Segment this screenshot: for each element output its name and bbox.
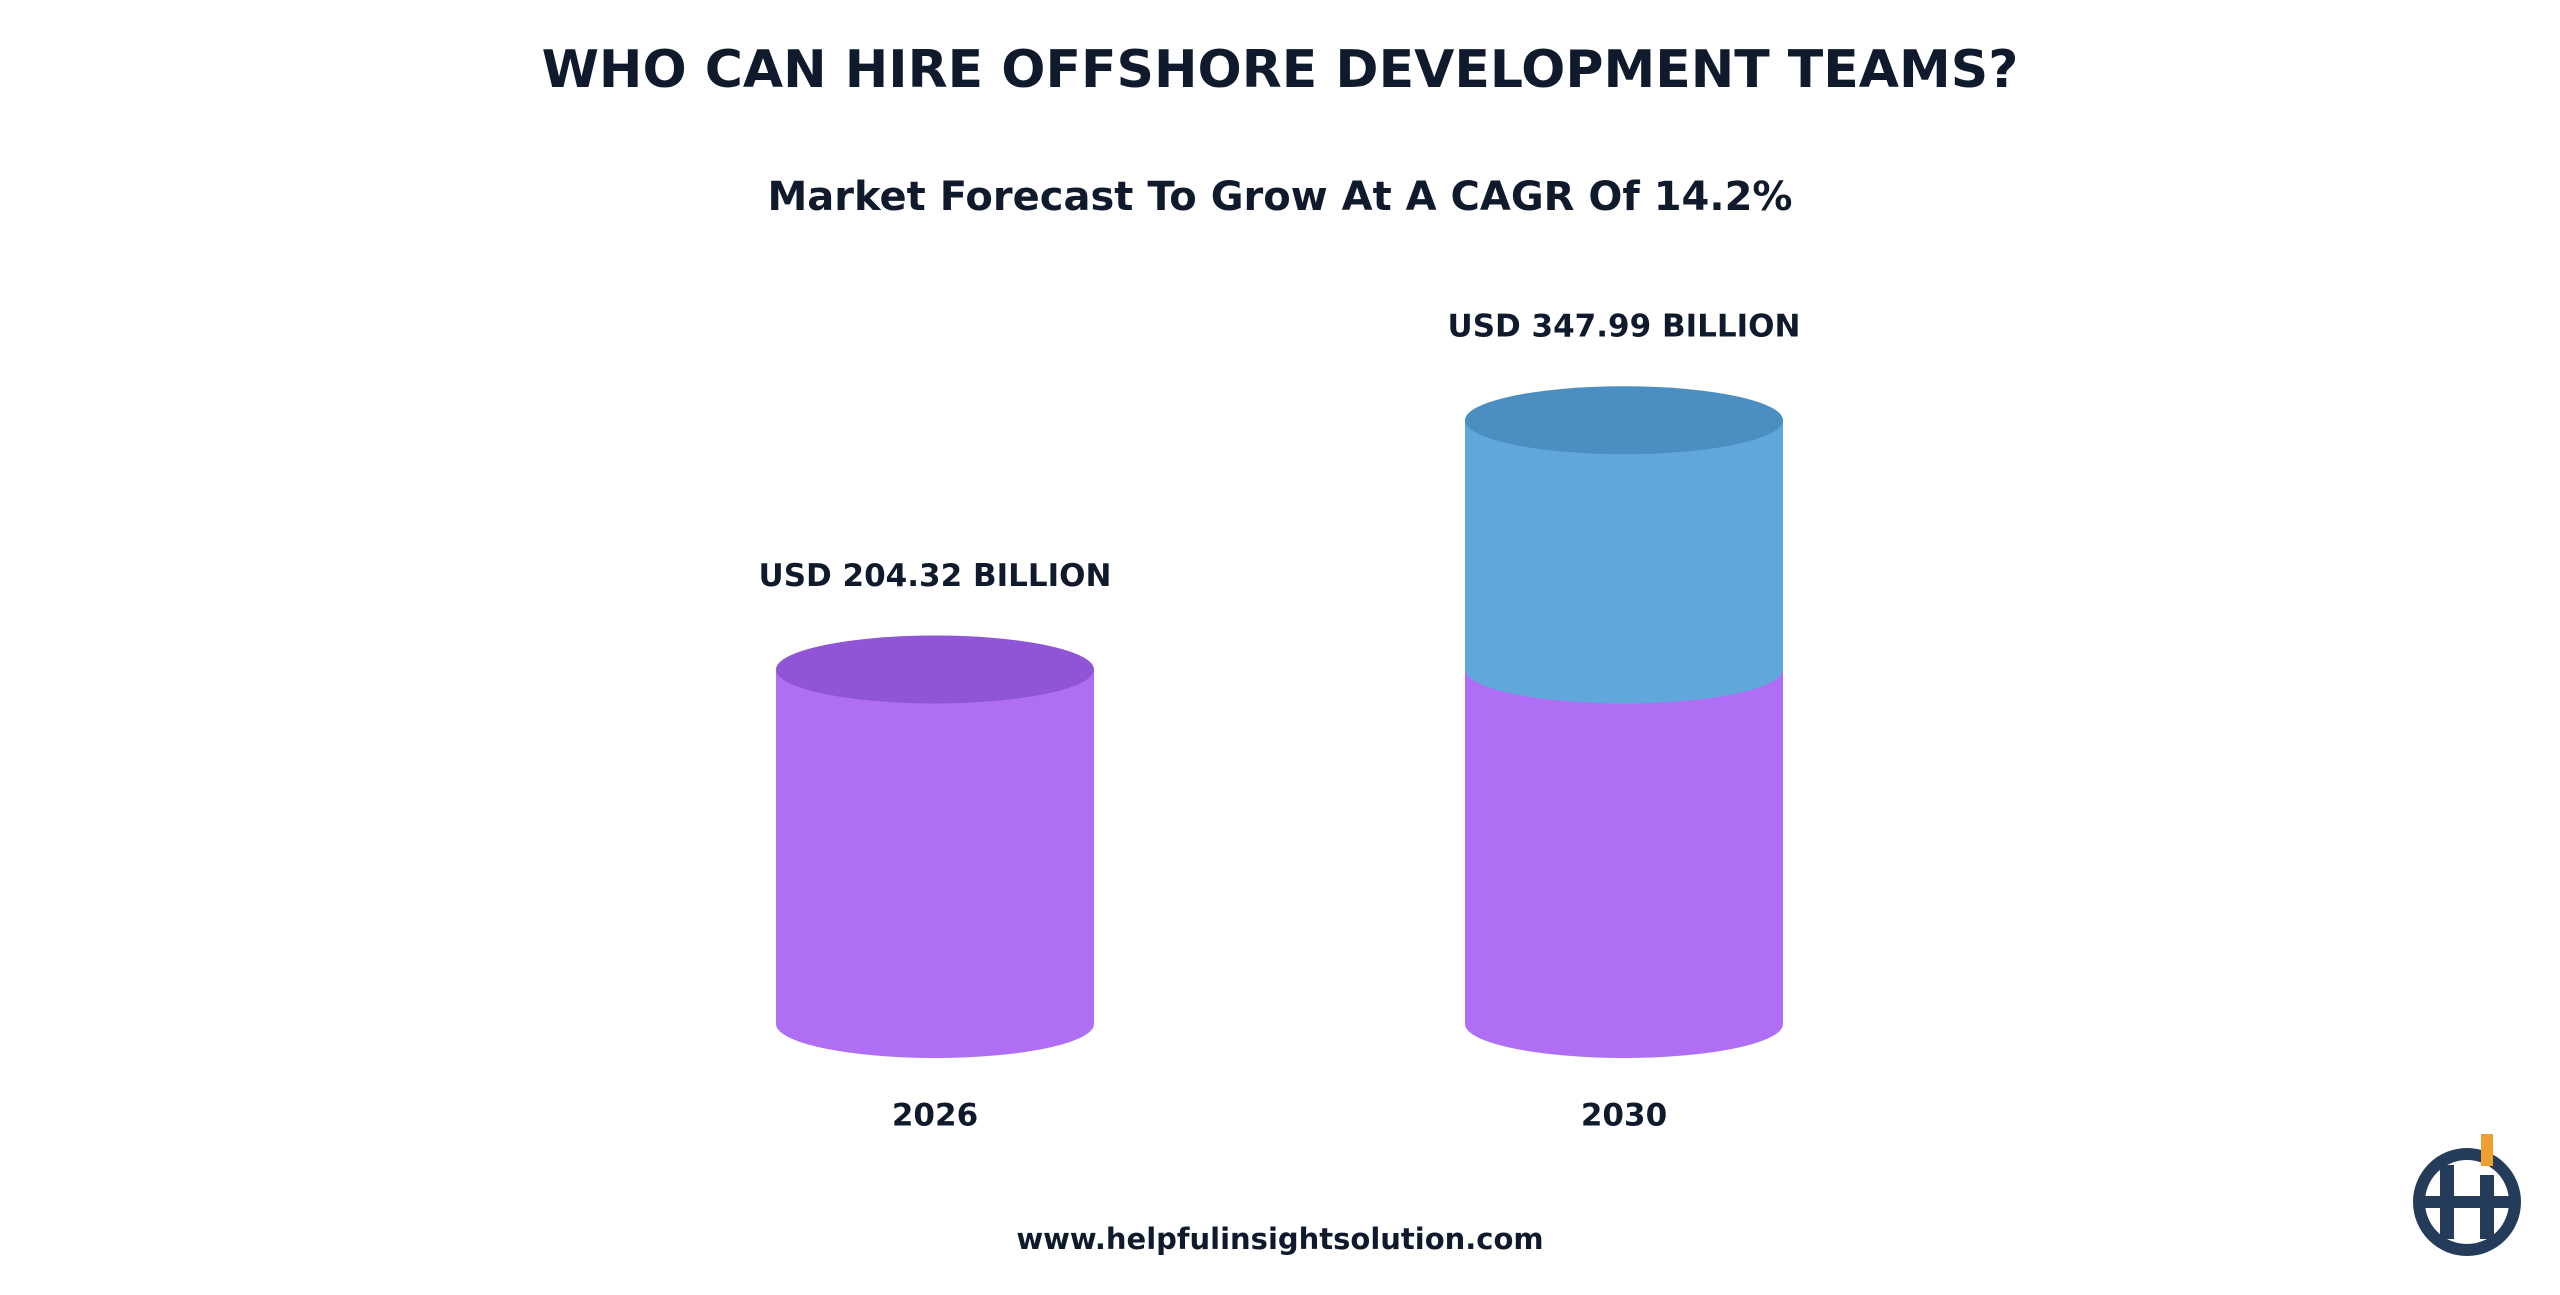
chart-title: WHO CAN HIRE OFFSHORE DEVELOPMENT TEAMS? (542, 40, 2019, 100)
value-label: USD 204.32 BILLION (759, 558, 1112, 594)
footer-url: www.helpfulinsightsolution.com (1016, 1222, 1543, 1256)
value-label: USD 347.99 BILLION (1448, 309, 1801, 345)
cylinder-top (776, 635, 1094, 704)
chart-subtitle: Market Forecast To Grow At A CAGR Of 14.… (768, 174, 1793, 220)
cylinder-top (1465, 386, 1783, 455)
x-tick-label: 2026 (892, 1098, 978, 1134)
x-tick-label: 2030 (1581, 1098, 1667, 1134)
cylinder-base-segment (1465, 669, 1783, 1058)
cylinder-body (1465, 420, 1783, 704)
cylinder-body (776, 669, 1094, 1058)
logo (2413, 1134, 2521, 1256)
